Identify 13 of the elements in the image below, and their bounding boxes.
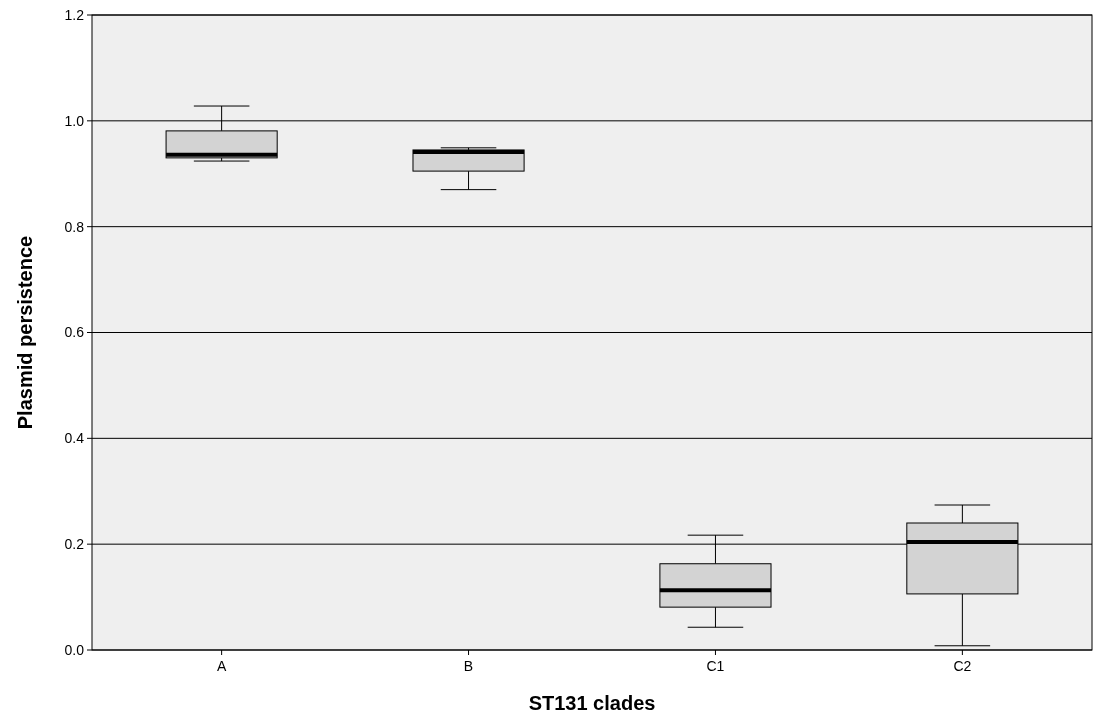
x-axis-title: ST131 clades [528, 692, 656, 714]
x-tick-label: A [216, 658, 227, 674]
y-axis-title: Plasmid persistence [14, 235, 36, 430]
y-tick-label: 1.0 [64, 112, 85, 129]
y-tick-label: 1.2 [64, 6, 85, 23]
x-tick-label: C1 [706, 658, 725, 674]
y-tick-label: 0.4 [64, 430, 85, 447]
y-tick-label: 0.0 [64, 641, 85, 658]
x-tick-label: B [463, 658, 474, 674]
y-tick-label: 0.8 [64, 218, 85, 235]
x-tick-label: C2 [953, 658, 972, 674]
y-tick-label: 0.6 [64, 324, 85, 341]
y-tick-label: 0.2 [64, 536, 85, 553]
